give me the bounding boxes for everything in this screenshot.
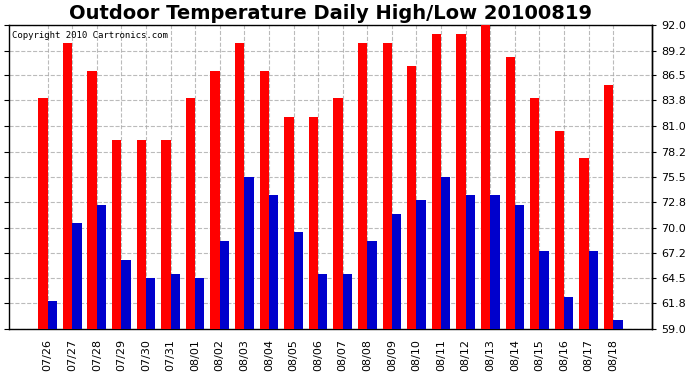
Bar <box>72 223 81 329</box>
Bar <box>589 251 598 329</box>
Bar <box>195 278 204 329</box>
Bar <box>333 99 343 329</box>
Bar <box>259 71 269 329</box>
Bar <box>506 57 515 329</box>
Bar <box>137 140 146 329</box>
Bar <box>564 297 573 329</box>
Bar <box>244 177 254 329</box>
Bar <box>210 71 219 329</box>
Bar <box>269 195 278 329</box>
Bar <box>318 274 328 329</box>
Bar <box>481 25 491 329</box>
Text: Copyright 2010 Cartronics.com: Copyright 2010 Cartronics.com <box>12 31 168 40</box>
Bar <box>112 140 121 329</box>
Bar <box>407 66 417 329</box>
Bar <box>441 177 451 329</box>
Bar <box>308 117 318 329</box>
Bar <box>161 140 170 329</box>
Bar <box>358 43 367 329</box>
Bar <box>235 43 244 329</box>
Bar <box>88 71 97 329</box>
Bar <box>38 99 48 329</box>
Bar <box>186 99 195 329</box>
Bar <box>466 195 475 329</box>
Bar <box>491 195 500 329</box>
Bar <box>63 43 72 329</box>
Bar <box>392 214 402 329</box>
Bar <box>530 99 540 329</box>
Bar <box>367 242 377 329</box>
Bar <box>97 204 106 329</box>
Title: Outdoor Temperature Daily High/Low 20100819: Outdoor Temperature Daily High/Low 20100… <box>69 4 592 23</box>
Bar <box>170 274 180 329</box>
Bar <box>121 260 130 329</box>
Bar <box>417 200 426 329</box>
Bar <box>604 85 613 329</box>
Bar <box>456 34 466 329</box>
Bar <box>284 117 293 329</box>
Bar <box>580 158 589 329</box>
Bar <box>48 302 57 329</box>
Bar <box>293 232 303 329</box>
Bar <box>219 242 229 329</box>
Bar <box>555 131 564 329</box>
Bar <box>432 34 441 329</box>
Bar <box>343 274 352 329</box>
Bar <box>515 204 524 329</box>
Bar <box>382 43 392 329</box>
Bar <box>540 251 549 329</box>
Bar <box>146 278 155 329</box>
Bar <box>613 320 622 329</box>
